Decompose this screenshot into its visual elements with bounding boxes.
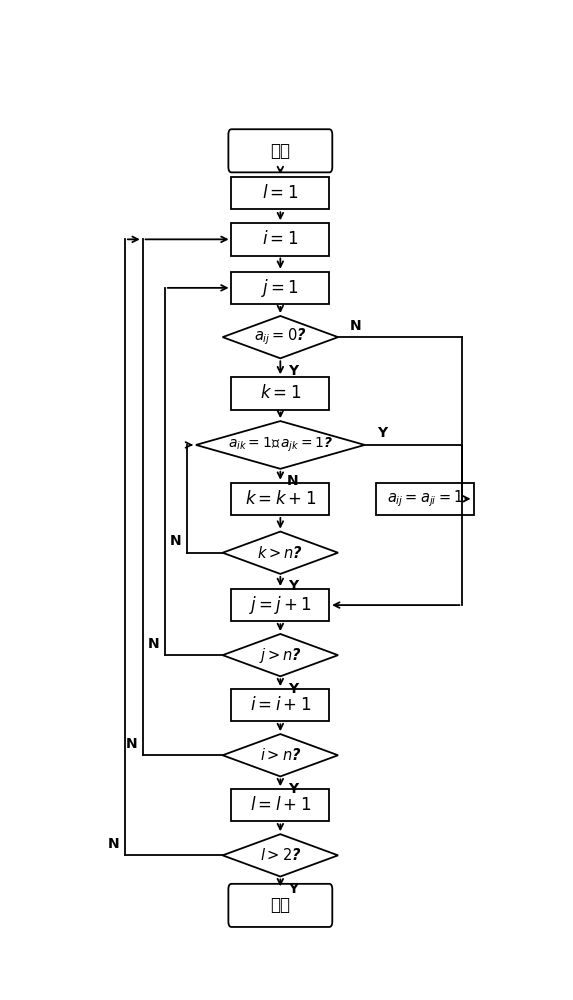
Text: 开始: 开始 <box>270 142 291 160</box>
Text: 结束: 结束 <box>270 896 291 914</box>
Text: $i=1$: $i=1$ <box>262 230 299 248</box>
Text: N: N <box>148 637 160 651</box>
Text: Y: Y <box>288 882 298 896</box>
Text: $l=l+1$: $l=l+1$ <box>250 796 311 814</box>
Text: $k=1$: $k=1$ <box>260 384 301 402</box>
Bar <box>231 689 329 721</box>
Text: N: N <box>125 737 138 751</box>
Text: $i=i+1$: $i=i+1$ <box>250 696 311 714</box>
Text: $j=1$: $j=1$ <box>261 277 299 299</box>
Bar <box>231 223 329 256</box>
Text: Y: Y <box>288 782 298 796</box>
Polygon shape <box>196 421 364 469</box>
Text: $j=j+1$: $j=j+1$ <box>249 594 312 616</box>
Text: N: N <box>350 319 362 333</box>
Polygon shape <box>222 316 338 358</box>
Text: $a_{ik}=1$且$\/ a_{jk}=1$?: $a_{ik}=1$且$\/ a_{jk}=1$? <box>228 436 333 454</box>
Text: N: N <box>287 474 299 488</box>
Polygon shape <box>222 532 338 574</box>
Text: $k>n$?: $k>n$? <box>257 545 303 561</box>
Text: N: N <box>108 837 120 851</box>
Text: N: N <box>170 534 182 548</box>
Text: Y: Y <box>378 426 387 440</box>
Bar <box>376 483 473 515</box>
Bar <box>231 177 329 209</box>
Text: Y: Y <box>288 682 298 696</box>
Bar <box>231 589 329 621</box>
Text: $a_{ij}=0$?: $a_{ij}=0$? <box>254 327 307 347</box>
Polygon shape <box>222 734 338 776</box>
Polygon shape <box>222 634 338 676</box>
Text: $a_{ij}=a_{ji}=1$: $a_{ij}=a_{ji}=1$ <box>387 489 462 509</box>
Text: $l>2$?: $l>2$? <box>260 847 301 863</box>
FancyBboxPatch shape <box>229 129 332 172</box>
Text: $i>n$?: $i>n$? <box>260 747 301 763</box>
Text: $l=1$: $l=1$ <box>262 184 299 202</box>
Text: $k=k+1$: $k=k+1$ <box>245 490 316 508</box>
Bar <box>231 789 329 821</box>
Bar <box>231 272 329 304</box>
Text: $j>n$?: $j>n$? <box>259 646 302 665</box>
Polygon shape <box>222 834 338 877</box>
Text: Y: Y <box>288 364 298 378</box>
Bar <box>231 377 329 410</box>
Bar <box>231 483 329 515</box>
Text: Y: Y <box>288 579 298 593</box>
FancyBboxPatch shape <box>229 884 332 927</box>
